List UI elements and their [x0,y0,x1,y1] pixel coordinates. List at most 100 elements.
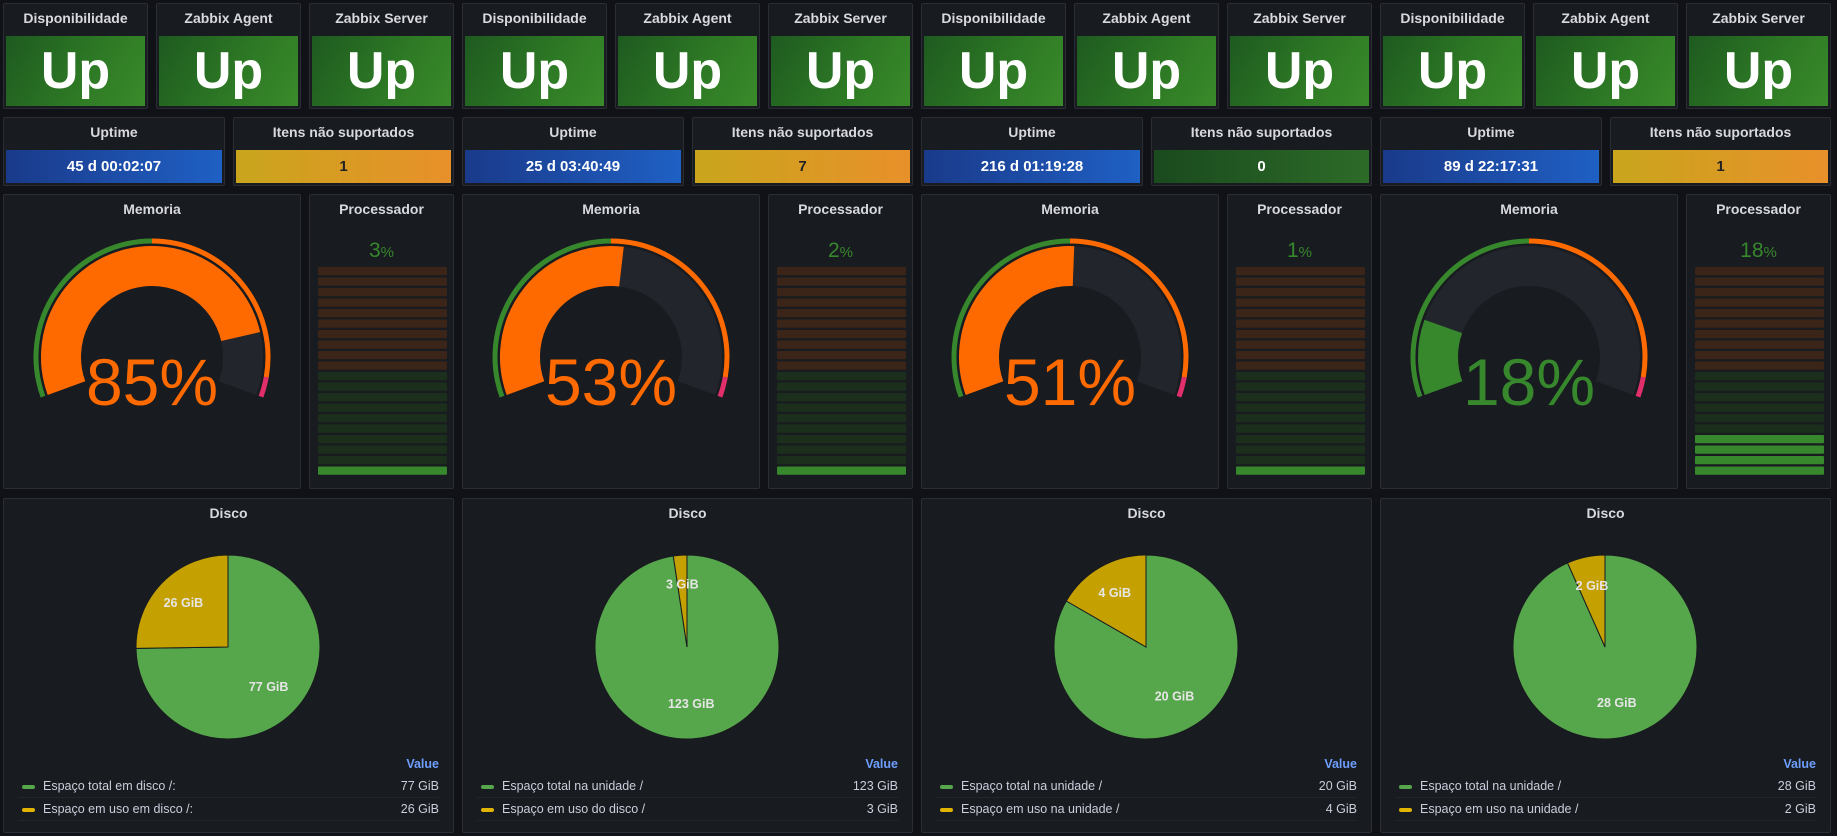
panel-title: Disponibilidade [23,10,128,26]
threshold-red-arc [717,376,728,398]
legend-row-total[interactable]: Espaço total na unidade / 28 GiB [1395,775,1816,798]
cpu-bar-cell [1695,382,1824,391]
cpu-bar-cell [777,414,906,423]
cpu-panel: Processador 3% [309,194,454,489]
panel-title: Memoria [1500,201,1558,217]
zabbix-agent-value: Up [1077,36,1216,106]
zabbix-server-panel: Zabbix Server Up [768,3,913,109]
legend-row-used[interactable]: Espaço em uso na unidade / 4 GiB [936,798,1357,821]
panel-title: Zabbix Server [1253,10,1346,26]
disk-pie-chart: 123 GiB 3 GiB [594,554,780,740]
panel-title: Zabbix Server [794,10,887,26]
zabbix-agent-panel: Zabbix Agent Up [1074,3,1219,109]
cpu-bar-gauge [1236,267,1365,475]
disk-pie-chart: 20 GiB 4 GiB [1053,554,1239,740]
legend-header[interactable]: Value [865,757,898,771]
zabbix-server-value: Up [1230,36,1369,106]
panel-title: Disponibilidade [941,10,1046,26]
panel-title: Disponibilidade [482,10,587,26]
panel-title: Memoria [582,201,640,217]
legend-swatch-green [481,784,494,789]
pie-label-used: 3 GiB [666,578,699,592]
cpu-number: 1 [1286,239,1299,262]
legend-swatch-yellow [22,807,35,812]
cpu-bar-cell [1695,351,1824,360]
legend-header[interactable]: Value [1783,757,1816,771]
disk-panel: Disco 123 GiB 3 GiB Value Espaço total na… [462,498,913,833]
panel-title: Processador [798,201,883,217]
legend-swatch-green [940,784,953,789]
panel-title: Processador [1257,201,1342,217]
unsupported-items-panel: Itens não suportados 1 [233,117,454,186]
zabbix-agent-panel: Zabbix Agent Up [615,3,760,109]
threshold-green-arc [1410,238,1530,398]
gauge-value-text: 53% [545,345,677,419]
cpu-bar-cell [1236,456,1365,465]
cpu-bar-cell [318,309,447,318]
unsupported-items-value: 1 [236,150,451,183]
legend-header[interactable]: Value [1324,757,1357,771]
threshold-red-arc [1635,376,1646,398]
zabbix-server-panel: Zabbix Server Up [309,3,454,109]
cpu-bar-cell [1695,403,1824,412]
cpu-bar-cell [1695,435,1824,444]
cpu-bar-cell [1236,361,1365,370]
cpu-panel: Processador 2% [768,194,913,489]
unsupported-items-value: 1 [1613,150,1828,183]
availability-panel: Disponibilidade Up [462,3,607,109]
zabbix-agent-value: Up [618,36,757,106]
cpu-bar-cell [777,309,906,318]
legend-header[interactable]: Value [406,757,439,771]
cpu-bar-cell [1695,319,1824,328]
panel-title: Zabbix Agent [1561,10,1650,26]
panel-title: Processador [1716,201,1801,217]
panel-title: Processador [339,201,424,217]
pie-label-used: 26 GiB [164,596,204,610]
legend-label: Espaço em uso na unidade / [961,802,1120,816]
host-group: Disponibilidade Up Zabbix Agent Up Zabbi… [0,0,454,836]
zabbix-agent-panel: Zabbix Agent Up [1533,3,1678,109]
unsupported-items-value: 0 [1154,150,1369,183]
legend-row-total[interactable]: Espaço total em disco /: 77 GiB [18,775,439,798]
legend-row-used[interactable]: Espaço em uso do disco / 3 GiB [477,798,898,821]
pie-label-used: 4 GiB [1098,586,1131,600]
cpu-bar-cell [777,456,906,465]
legend-row-total[interactable]: Espaço total na unidade / 123 GiB [477,775,898,798]
cpu-value: 18% [1687,239,1830,263]
cpu-bar-cell [777,288,906,297]
pie-label-total: 28 GiB [1597,696,1637,710]
panel-title: Itens não suportados [272,124,415,140]
cpu-bar-cell [1695,456,1824,465]
cpu-bar-cell [777,382,906,391]
host-group: Disponibilidade Up Zabbix Agent Up Zabbi… [459,0,913,836]
threshold-orange-arc [151,238,271,378]
cpu-bar-cell [777,319,906,328]
memory-panel: Memoria 18% [1380,194,1678,489]
legend-value: 4 GiB [1325,802,1357,816]
legend-value: 3 GiB [866,802,898,816]
panel-title: Zabbix Server [335,10,428,26]
availability-value: Up [924,36,1063,106]
pie-slice-total [1053,554,1239,740]
legend-value: 20 GiB [1318,779,1357,793]
memory-gauge: 51% [951,238,1189,419]
cpu-bar-cell [1236,466,1365,475]
panel-title: Memoria [123,201,181,217]
cpu-panel: Processador 18% [1686,194,1831,489]
legend-row-used[interactable]: Espaço em uso em disco /: 26 GiB [18,798,439,821]
memory-gauge: 18% [1410,238,1648,419]
gauge-value-text: 85% [86,345,218,419]
legend-row-used[interactable]: Espaço em uso na unidade / 2 GiB [1395,798,1816,821]
panel-title: Itens não suportados [1649,124,1792,140]
legend-row-total[interactable]: Espaço total na unidade / 20 GiB [936,775,1357,798]
cpu-number: 3 [368,239,381,262]
legend-swatch-yellow [1399,807,1412,812]
cpu-bar-cell [1236,277,1365,286]
gauge-value-text: 51% [1004,345,1136,419]
cpu-bar-cell [318,445,447,454]
cpu-bar-cell [1695,424,1824,433]
uptime-panel: Uptime 45 d 00:02:07 [3,117,225,186]
legend-value: 77 GiB [400,779,439,793]
cpu-bar-cell [1236,298,1365,307]
cpu-bar-cell [318,456,447,465]
